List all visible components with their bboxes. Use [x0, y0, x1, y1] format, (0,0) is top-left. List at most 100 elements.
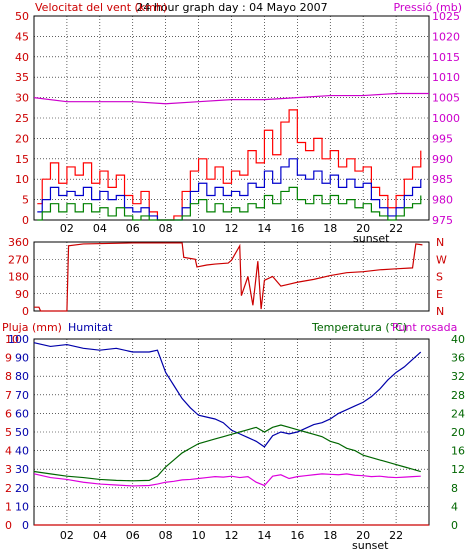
wind-tick-label: 25 — [15, 112, 29, 125]
temp-tick-label: 40 — [451, 333, 465, 346]
humidity-tick-label: 0 — [22, 519, 29, 532]
dew-axis-label: Punt rosada — [392, 321, 457, 334]
rain-tick-label: 5 — [5, 426, 12, 439]
x-tick-label: 20 — [356, 529, 370, 542]
x-tick-label: 10 — [192, 529, 206, 542]
panel3-gridlines — [34, 338, 429, 526]
rain-tick-label: 7 — [5, 389, 12, 402]
pressure-axis-label: Pressió (mb) — [393, 1, 462, 14]
series-gust — [37, 109, 422, 221]
wind-pressure-panel: 24 hour graph day : 04 Mayo 2007 Velocit… — [15, 1, 462, 245]
temp-tick-label: 0 — [451, 519, 458, 532]
wind-tick-label: 30 — [15, 92, 29, 105]
humidity-tick-label: 100 — [8, 333, 29, 346]
rain-tick-label: 6 — [5, 407, 12, 420]
humidity-tick-label: 30 — [15, 463, 29, 476]
panel2-series — [34, 242, 423, 312]
wind-axis-label: Velocitat del vent (kmh) — [35, 1, 167, 14]
wind-tick-label: 15 — [15, 153, 29, 166]
x-tick-label: 04 — [93, 222, 107, 235]
panel3-temp-ticks: 0 4 8 12 16 20 24 28 32 36 40 — [451, 333, 465, 532]
rain-tick-label: 10 — [5, 333, 19, 346]
pressure-tick-label: 985 — [432, 173, 453, 186]
temp-tick-label: 20 — [451, 426, 465, 439]
humidity-tick-label: 80 — [15, 370, 29, 383]
compass-tick-label: E — [436, 288, 443, 301]
degree-tick-label: 0 — [22, 305, 29, 318]
wind-tick-label: 5 — [22, 194, 29, 207]
panel1-gridlines — [34, 15, 429, 221]
humidity-tick-label: 20 — [15, 482, 29, 495]
compass-tick-label: S — [436, 271, 443, 284]
wind-tick-label: 0 — [22, 214, 29, 227]
humidity-tick-label: 70 — [15, 389, 29, 402]
compass-tick-label: N — [436, 305, 444, 318]
compass-tick-label: W — [436, 253, 447, 266]
x-tick-label: 02 — [60, 222, 74, 235]
pressure-tick-label: 975 — [432, 214, 453, 227]
series-mean_wind — [37, 158, 422, 221]
panel1-wind-ticks: 0 5 10 15 20 25 30 35 40 45 50 — [15, 10, 29, 227]
x-tick-label: 04 — [93, 529, 107, 542]
x-tick-label: 12 — [225, 222, 239, 235]
degree-tick-label: 360 — [8, 236, 29, 249]
humidity-tick-label: 10 — [15, 500, 29, 513]
panel1-pressure-ticks: 975 980 985 990 995 1000 1005 1010 1015 1020 1025 — [432, 10, 460, 227]
degree-tick-label: 270 — [8, 253, 29, 266]
x-tick-label: 02 — [60, 529, 74, 542]
panel3-series — [33, 342, 429, 526]
x-tick-label: 08 — [159, 529, 173, 542]
panel3-sunset-label: sunset — [352, 539, 389, 552]
panel2-degree-ticks: 0 90 180 270 360 — [8, 236, 29, 318]
pressure-tick-label: 1015 — [432, 51, 460, 64]
temp-axis-label: Temperatura (°C) — [311, 321, 407, 334]
panel2-gridlines — [34, 241, 429, 312]
pressure-tick-label: 1005 — [432, 92, 460, 105]
humidity-tick-label: 40 — [15, 445, 29, 458]
temp-tick-label: 12 — [451, 463, 465, 476]
pressure-tick-label: 995 — [432, 132, 453, 145]
series-temperature — [33, 424, 421, 482]
x-tick-label: 20 — [356, 222, 370, 235]
wind-tick-label: 35 — [15, 71, 29, 84]
pressure-tick-label: 990 — [432, 153, 453, 166]
pressure-tick-label: 1025 — [432, 10, 460, 23]
humidity-tick-label: 50 — [15, 426, 29, 439]
temp-tick-label: 24 — [451, 407, 465, 420]
temp-tick-label: 36 — [451, 352, 465, 365]
x-tick-label: 16 — [290, 222, 304, 235]
x-tick-label: 12 — [225, 529, 239, 542]
x-tick-label: 06 — [126, 529, 140, 542]
x-tick-label: 14 — [257, 222, 271, 235]
temp-tick-label: 16 — [451, 445, 465, 458]
series-wind_direction — [34, 242, 423, 312]
rain-axis-label: Pluja (mm) — [2, 321, 62, 334]
temp-tick-label: 32 — [451, 370, 465, 383]
pressure-tick-label: 980 — [432, 194, 453, 207]
temp-tick-label: 8 — [451, 482, 458, 495]
series-dew_point — [33, 473, 421, 487]
panel3-x-ticks: 02 04 06 08 10 12 14 16 18 20 22 — [60, 529, 403, 542]
panel2-frame — [33, 241, 430, 312]
panel1-x-ticks: 02 04 06 08 10 12 14 16 18 20 22 — [60, 222, 403, 235]
x-tick-label: 22 — [389, 529, 403, 542]
series-humidity — [33, 342, 422, 448]
rain-tick-label: 1 — [5, 500, 12, 513]
degree-tick-label: 180 — [8, 271, 29, 284]
x-tick-label: 22 — [389, 222, 403, 235]
temp-tick-label: 28 — [451, 389, 465, 402]
wind-tick-label: 40 — [15, 51, 29, 64]
rain-tick-label: 9 — [5, 352, 12, 365]
wind-tick-label: 45 — [15, 30, 29, 43]
x-tick-label: 18 — [323, 529, 337, 542]
compass-tick-label: N — [436, 236, 444, 249]
humidity-tick-label: 90 — [15, 352, 29, 365]
rain-tick-label: 3 — [5, 463, 12, 476]
pressure-tick-label: 1020 — [432, 30, 460, 43]
panel1-series — [33, 92, 429, 221]
